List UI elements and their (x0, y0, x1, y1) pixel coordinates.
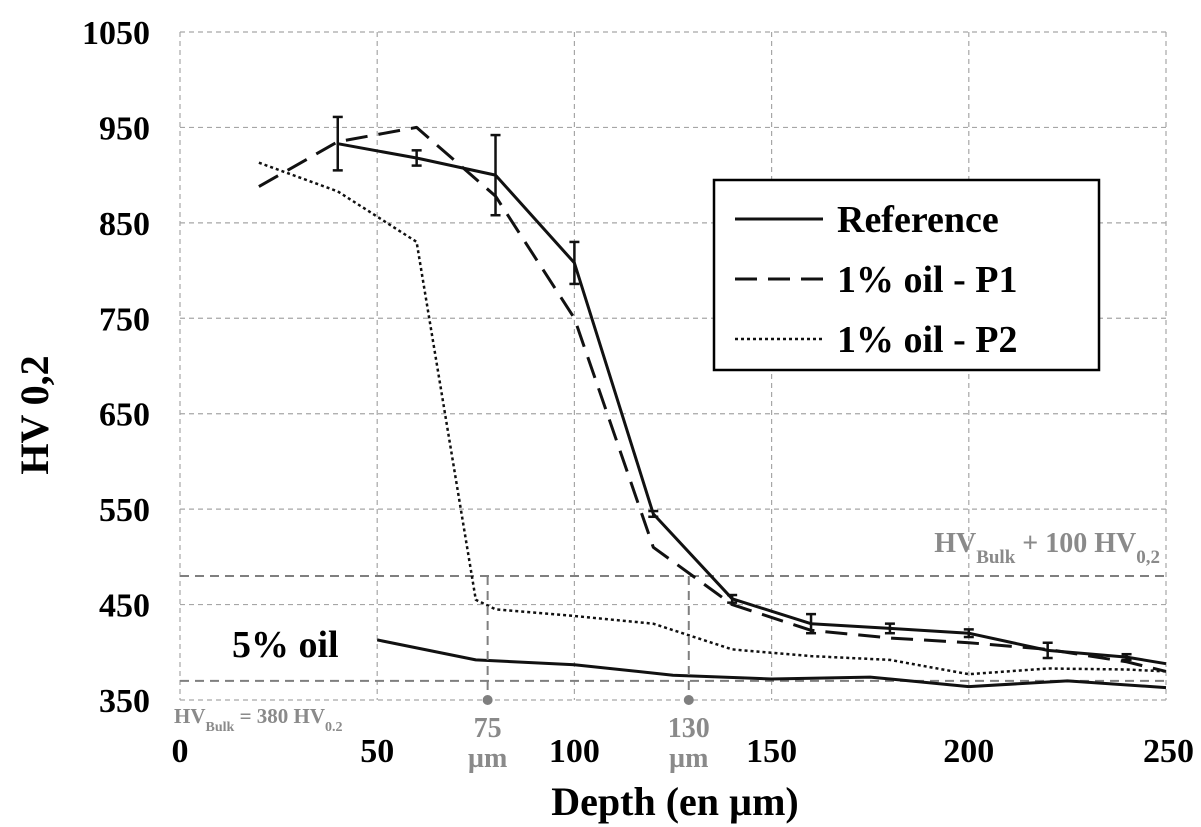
reference-label-upper: HVBulk + 100 HV0,2 (934, 528, 1160, 568)
x-tick-label: 50 (360, 733, 394, 770)
y-tick-label: 450 (99, 588, 150, 625)
reference-label-part: + 100 HV (1015, 528, 1136, 559)
legend: Reference 1% oil - P1 1% oil - P2 (712, 178, 1101, 372)
marker-label-unit: µm (669, 743, 708, 774)
legend-label-2: 1% oil - P1 (837, 259, 1017, 301)
y-tick-label: 350 (99, 683, 150, 720)
x-tick-label: 250 (1143, 733, 1194, 770)
y-tick-label: 950 (99, 110, 150, 147)
series-annotation-5-oil: 5% oil (232, 624, 339, 666)
x-tick-label: 150 (746, 733, 797, 770)
legend-label-3: 1% oil - P2 (837, 319, 1017, 361)
reference-label-part: 0,2 (1136, 547, 1160, 568)
y-axis-title: HV 0,2 (12, 355, 57, 474)
y-tick-label: 650 (99, 397, 150, 434)
marker-label-value: 130 (668, 713, 710, 744)
y-tick-label: 1050 (82, 15, 150, 52)
y-tick-label: 750 (99, 301, 150, 338)
marker-label-value: 75 (474, 713, 502, 744)
error-bars (332, 115, 1132, 662)
x-tick-label: 200 (943, 733, 994, 770)
y-tick-labels: 350 450 550 650 750 850 950 1050 (82, 15, 150, 720)
reference-label-part: HV (174, 704, 206, 728)
y-tick-label: 550 (99, 492, 150, 529)
reference-label-part: HV (934, 528, 976, 559)
x-tick-label: 0 (172, 733, 189, 770)
series-line-3 (258, 161, 1167, 676)
x-tick-label: 100 (549, 733, 600, 770)
legend-label-1: Reference (837, 199, 999, 241)
series-lines (258, 125, 1167, 690)
series-line-4 (376, 638, 1167, 690)
marker-dot (482, 695, 493, 705)
reference-label-part: 0.2 (325, 720, 343, 735)
series-line-2 (258, 125, 1167, 673)
marker-label-unit: µm (468, 743, 507, 774)
reference-label-part: Bulk (206, 720, 235, 735)
reference-label-bulk: HVBulk = 380 HV0.2 (174, 704, 343, 735)
marker-dot (683, 695, 694, 705)
reference-label-part: = 380 HV (234, 704, 325, 728)
x-axis-title: Depth (en µm) (551, 779, 798, 824)
y-tick-label: 850 (99, 206, 150, 243)
reference-label-part: Bulk (976, 547, 1016, 568)
x-tick-labels: 0 50 100 150 200 250 (172, 733, 1195, 770)
